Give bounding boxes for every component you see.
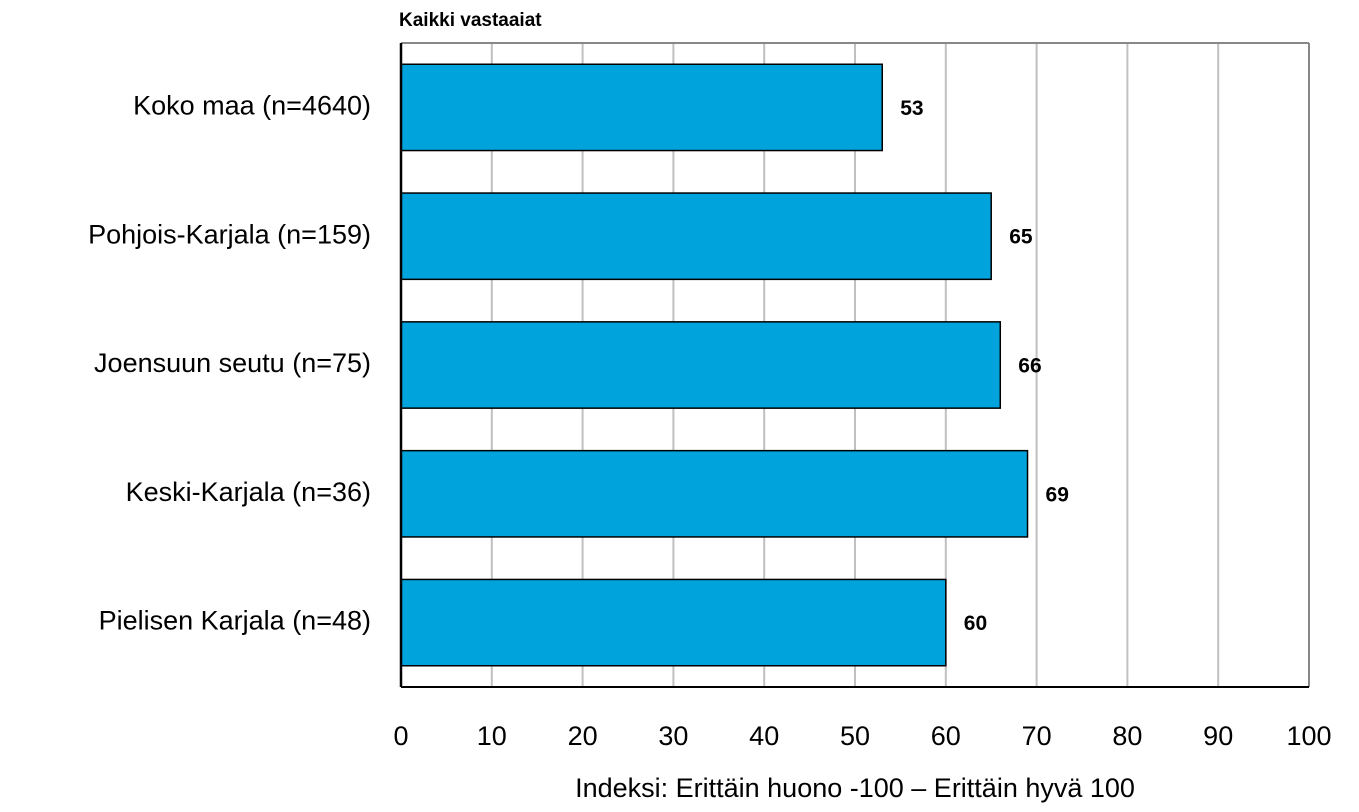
- bar: [400, 578, 947, 667]
- x-tick-label: 0: [393, 721, 408, 751]
- y-tick-label: Koko maa (n=4640): [133, 91, 371, 121]
- y-tick-label: Keski-Karjala (n=36): [126, 477, 371, 507]
- x-tick-label: 40: [749, 721, 779, 751]
- y-tick-label: Joensuun seutu (n=75): [94, 348, 371, 378]
- bar: [400, 63, 883, 152]
- y-tick-label: Pielisen Karjala (n=48): [99, 606, 371, 636]
- value-label: 69: [1046, 483, 1069, 506]
- x-tick-label: 60: [931, 721, 961, 751]
- x-tick-label: 10: [477, 721, 507, 751]
- value-label: 60: [964, 612, 987, 635]
- x-tick-label: 90: [1203, 721, 1233, 751]
- bar: [400, 321, 1002, 409]
- value-label: 53: [900, 97, 923, 120]
- value-label: 66: [1018, 355, 1041, 378]
- x-tick-label: 20: [568, 721, 598, 751]
- x-axis-label: Indeksi: Erittäin huono -100 – Erittäin …: [575, 773, 1135, 803]
- x-tick-label: 70: [1022, 721, 1052, 751]
- x-tick-label: 50: [840, 721, 870, 751]
- chart-title: Kaikki vastaaiat: [399, 10, 542, 31]
- x-tick-label: 100: [1286, 721, 1331, 751]
- x-tick-label: 30: [658, 721, 688, 751]
- bar: [400, 192, 992, 281]
- y-tick-label: Pohjois-Karjala (n=159): [88, 219, 371, 249]
- value-label: 65: [1009, 226, 1033, 249]
- x-tick-label: 80: [1112, 721, 1142, 751]
- bar: [400, 449, 1029, 538]
